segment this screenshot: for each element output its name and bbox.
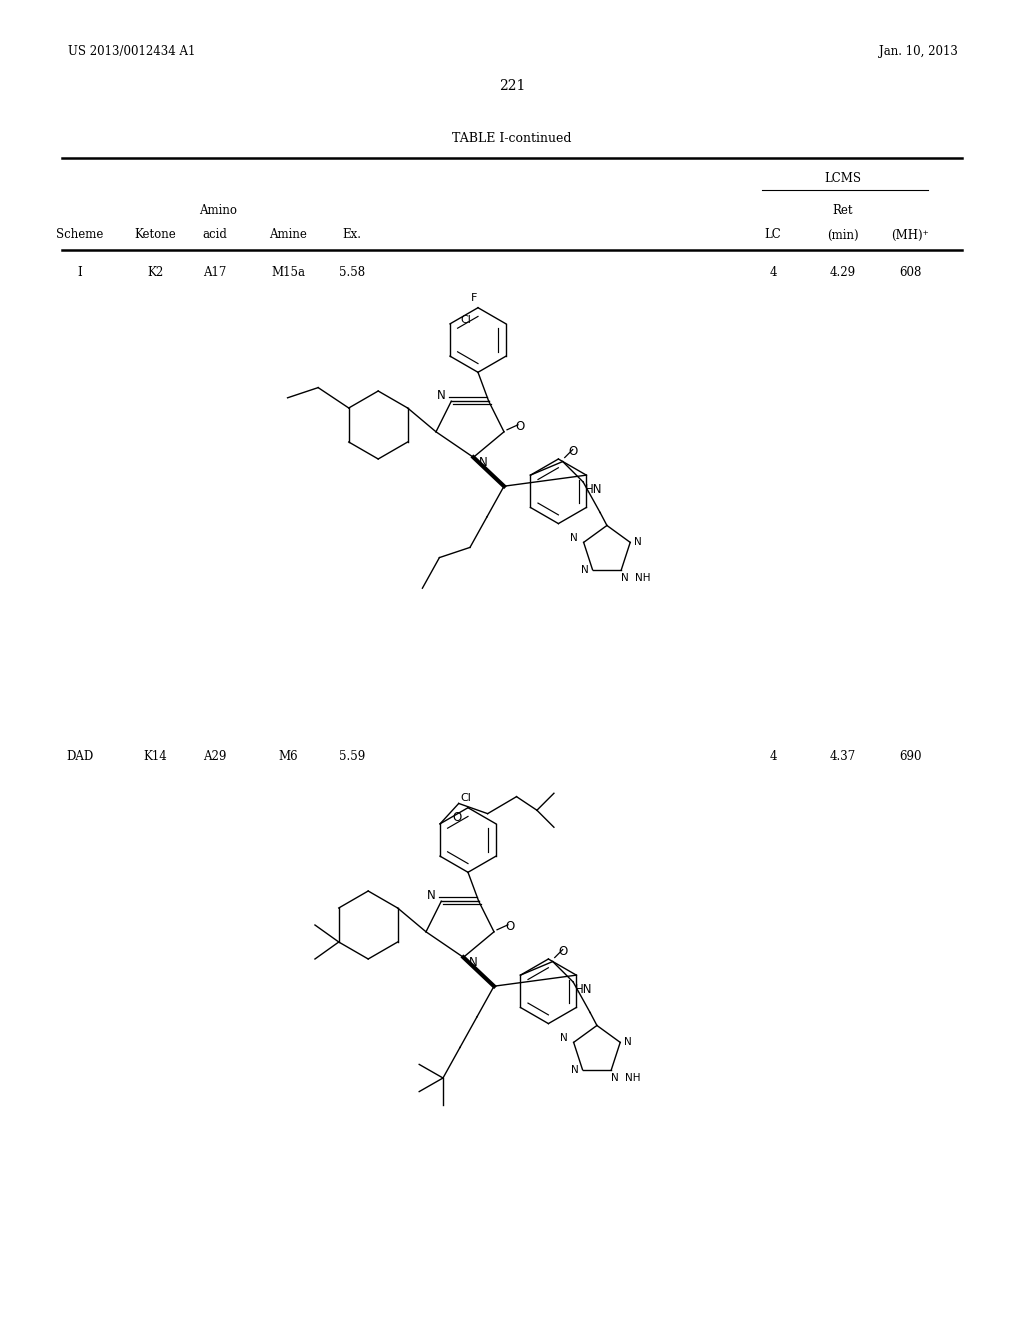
Text: K14: K14 (143, 750, 167, 763)
Text: Ketone: Ketone (134, 228, 176, 242)
Text: I: I (78, 265, 82, 279)
Text: N: N (625, 1038, 632, 1047)
Text: N: N (468, 956, 477, 969)
Text: N: N (570, 533, 578, 544)
Text: N: N (611, 1073, 620, 1082)
Text: Cl: Cl (461, 793, 471, 803)
Text: 690: 690 (899, 750, 922, 763)
Text: NH: NH (635, 573, 651, 582)
Text: Ex.: Ex. (342, 228, 361, 242)
Text: 608: 608 (899, 265, 922, 279)
Text: Amino: Amino (199, 203, 237, 216)
Text: A29: A29 (204, 750, 226, 763)
Text: 5.59: 5.59 (339, 750, 366, 763)
Text: (MH)⁺: (MH)⁺ (891, 228, 929, 242)
Text: A17: A17 (204, 265, 226, 279)
Text: M6: M6 (279, 750, 298, 763)
Text: O: O (515, 420, 524, 433)
Text: F: F (471, 293, 477, 302)
Text: US 2013/0012434 A1: US 2013/0012434 A1 (68, 45, 196, 58)
Text: N: N (581, 565, 589, 574)
Text: O: O (568, 445, 578, 458)
Text: Jan. 10, 2013: Jan. 10, 2013 (880, 45, 958, 58)
Text: N: N (478, 455, 487, 469)
Text: M15a: M15a (271, 265, 305, 279)
Text: 4.37: 4.37 (829, 750, 856, 763)
Text: O: O (558, 945, 567, 958)
Text: (min): (min) (827, 228, 859, 242)
Text: 4: 4 (769, 265, 777, 279)
Text: NH: NH (626, 1073, 641, 1082)
Text: Scheme: Scheme (56, 228, 103, 242)
Text: N: N (570, 1065, 579, 1074)
Text: N: N (437, 388, 445, 401)
Text: Ret: Ret (833, 203, 853, 216)
Text: N: N (634, 537, 642, 548)
Text: N: N (427, 888, 435, 902)
Text: TABLE I-continued: TABLE I-continued (453, 132, 571, 144)
Text: 4.29: 4.29 (829, 265, 856, 279)
Text: N: N (622, 573, 629, 582)
Text: 221: 221 (499, 79, 525, 92)
Text: K2: K2 (146, 265, 163, 279)
Text: LCMS: LCMS (824, 172, 861, 185)
Text: HN: HN (575, 983, 593, 997)
Text: DAD: DAD (67, 750, 93, 763)
Text: Amine: Amine (269, 228, 307, 242)
Text: acid: acid (203, 228, 227, 242)
Text: Cl: Cl (460, 315, 471, 325)
Text: 4: 4 (769, 750, 777, 763)
Text: LC: LC (765, 228, 781, 242)
Text: O: O (452, 812, 461, 825)
Text: HN: HN (585, 483, 603, 496)
Text: O: O (506, 920, 515, 933)
Text: N: N (560, 1034, 567, 1043)
Text: 5.58: 5.58 (339, 265, 366, 279)
